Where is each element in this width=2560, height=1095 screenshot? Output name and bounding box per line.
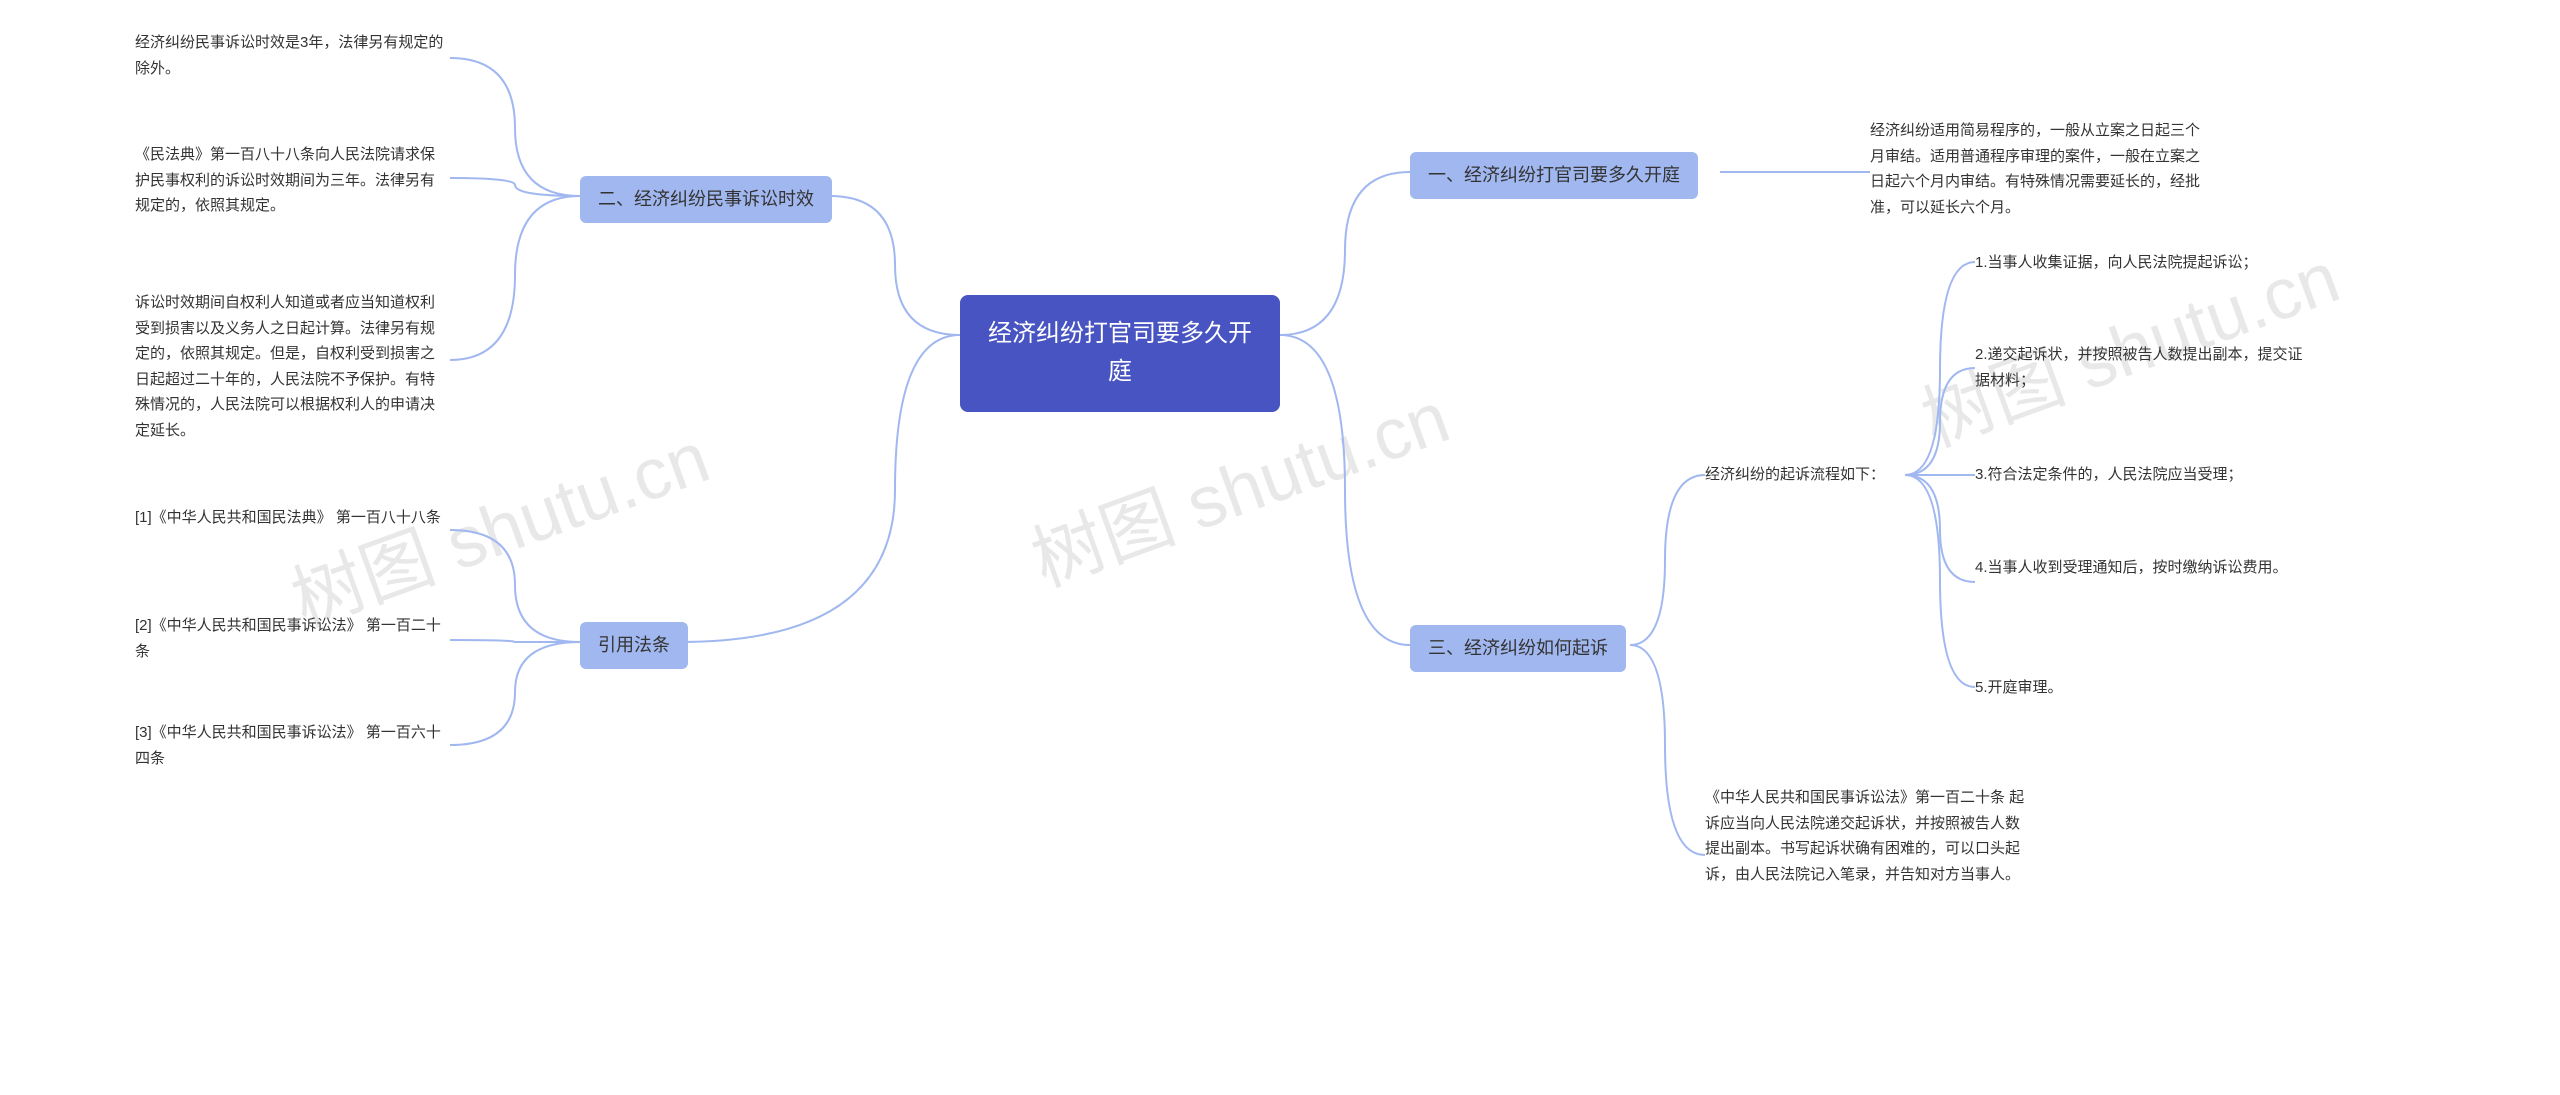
leaf-section3-step3: 3.符合法定条件的，人民法院应当受理； [1975, 462, 2243, 488]
section3-process-title-text: 经济纠纷的起诉流程如下： [1705, 466, 1885, 483]
leaf-section2-2: 《民法典》第一百八十八条向人民法院请求保护民事权利的诉讼时效期间为三年。法律另有… [135, 142, 445, 219]
section2-leaf1-text: 经济纠纷民事诉讼时效是3年，法律另有规定的除外。 [135, 34, 443, 77]
branch-section2: 二、经济纠纷民事诉讼时效 [580, 176, 832, 223]
branch-citations-title: 引用法条 [598, 635, 670, 655]
citation1-text: [1]《中华人民共和国民法典》 第一百八十八条 [135, 509, 441, 526]
leaf-section1-text: 经济纠纷适用简易程序的，一般从立案之日起三个月审结。适用普通程序审理的案件，一般… [1870, 122, 2200, 216]
branch-citations: 引用法条 [580, 622, 688, 669]
section3-law-text: 《中华人民共和国民事诉讼法》第一百二十条 起诉应当向人民法院递交起诉状，并按照被… [1705, 789, 2024, 883]
leaf-citation3: [3]《中华人民共和国民事诉讼法》 第一百六十四条 [135, 720, 445, 771]
leaf-section3-law: 《中华人民共和国民事诉讼法》第一百二十条 起诉应当向人民法院递交起诉状，并按照被… [1705, 785, 2025, 887]
center-node: 经济纠纷打官司要多久开庭 [960, 295, 1280, 412]
citation2-text: [2]《中华人民共和国民事诉讼法》 第一百二十条 [135, 617, 441, 660]
leaf-section1: 经济纠纷适用简易程序的，一般从立案之日起三个月审结。适用普通程序审理的案件，一般… [1870, 118, 2205, 220]
leaf-citation2: [2]《中华人民共和国民事诉讼法》 第一百二十条 [135, 613, 445, 664]
branch-section1-title: 一、经济纠纷打官司要多久开庭 [1428, 165, 1680, 185]
step3-text: 3.符合法定条件的，人民法院应当受理； [1975, 466, 2243, 483]
leaf-citation1: [1]《中华人民共和国民法典》 第一百八十八条 [135, 505, 441, 531]
leaf-section2-3: 诉讼时效期间自权利人知道或者应当知道权利受到损害以及义务人之日起计算。法律另有规… [135, 290, 445, 443]
branch-section3-title: 三、经济纠纷如何起诉 [1428, 638, 1608, 658]
step5-text: 5.开庭审理。 [1975, 679, 2063, 696]
section2-leaf2-text: 《民法典》第一百八十八条向人民法院请求保护民事权利的诉讼时效期间为三年。法律另有… [135, 146, 435, 214]
branch-section2-title: 二、经济纠纷民事诉讼时效 [598, 189, 814, 209]
branch-section1: 一、经济纠纷打官司要多久开庭 [1410, 152, 1698, 199]
citation3-text: [3]《中华人民共和国民事诉讼法》 第一百六十四条 [135, 724, 441, 767]
leaf-section3-step1: 1.当事人收集证据，向人民法院提起诉讼； [1975, 250, 2258, 276]
leaf-section2-1: 经济纠纷民事诉讼时效是3年，法律另有规定的除外。 [135, 30, 445, 81]
leaf-section3-step4: 4.当事人收到受理通知后，按时缴纳诉讼费用。 [1975, 555, 2288, 581]
leaf-section3-step2: 2.递交起诉状，并按照被告人数提出副本，提交证据材料； [1975, 342, 2305, 393]
section2-leaf3-text: 诉讼时效期间自权利人知道或者应当知道权利受到损害以及义务人之日起计算。法律另有规… [135, 294, 435, 439]
step4-text: 4.当事人收到受理通知后，按时缴纳诉讼费用。 [1975, 559, 2288, 576]
leaf-section3-step5: 5.开庭审理。 [1975, 675, 2063, 701]
step1-text: 1.当事人收集证据，向人民法院提起诉讼； [1975, 254, 2258, 271]
branch-section3: 三、经济纠纷如何起诉 [1410, 625, 1626, 672]
leaf-section3-process-title: 经济纠纷的起诉流程如下： [1705, 462, 1885, 488]
center-title: 经济纠纷打官司要多久开庭 [988, 320, 1252, 385]
step2-text: 2.递交起诉状，并按照被告人数提出副本，提交证据材料； [1975, 346, 2303, 389]
